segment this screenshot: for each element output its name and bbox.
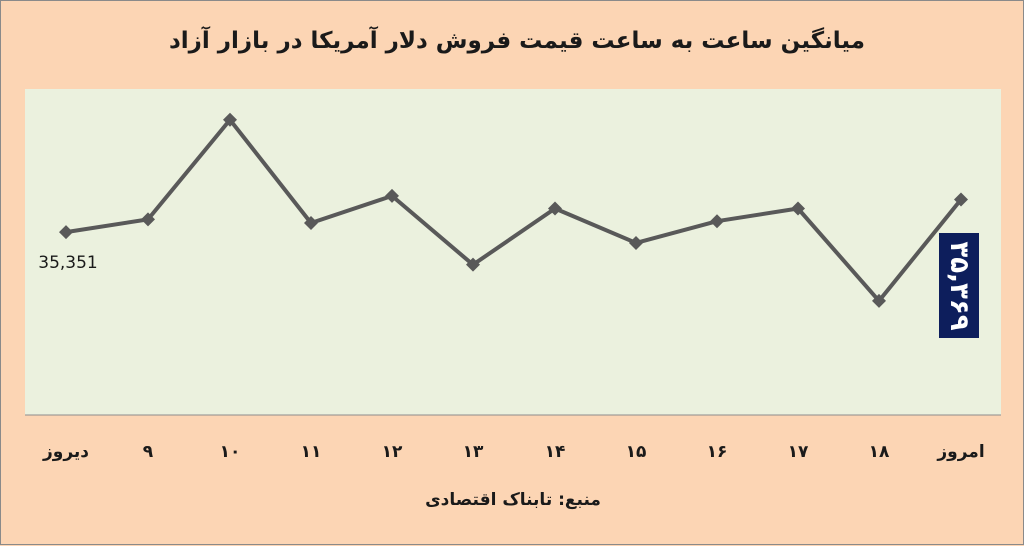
- data-point-marker: [791, 201, 805, 216]
- data-point-marker: [872, 293, 886, 308]
- plot-area: [25, 89, 1001, 415]
- data-point-marker: [59, 225, 73, 240]
- data-point-marker: [141, 212, 155, 227]
- x-tick-label: ۱۵: [626, 442, 647, 462]
- x-axis-ticks: دیروز ۹ ۱۰ ۱۱ ۱۲ ۱۳ ۱۴ ۱۵ ۱۶ ۱۷ ۱۸ امروز: [42, 442, 985, 462]
- x-tick-label: ۱۳: [463, 442, 484, 462]
- source-caption: منبع: تابناک اقتصادی: [425, 490, 601, 510]
- data-point-marker: [304, 216, 318, 231]
- x-tick-label: ۱۶: [707, 442, 728, 462]
- series-line: [65, 117, 963, 303]
- data-point-marker: [385, 188, 399, 203]
- x-tick-label: دیروز: [42, 442, 89, 462]
- x-tick-label: ۹: [143, 442, 154, 462]
- start-value-label: 35,351: [38, 253, 97, 273]
- end-value-label: ۳۵,۳۶۹: [944, 241, 974, 330]
- x-tick-label: ۱۸: [869, 442, 890, 462]
- x-tick-label: ۱۰: [220, 442, 241, 462]
- chart-title: میانگین ساعت به ساعت قیمت فروش دلار آمری…: [169, 25, 865, 54]
- data-point-marker: [548, 201, 562, 216]
- data-point-marker: [629, 235, 643, 250]
- end-value-label-box: [939, 233, 979, 338]
- data-point-marker: [466, 257, 480, 272]
- x-tick-label: ۱۲: [382, 442, 403, 462]
- x-tick-label: ۱۷: [788, 442, 809, 462]
- data-point-marker: [954, 192, 968, 207]
- series-markers: [59, 112, 968, 308]
- data-point-marker: [710, 214, 724, 229]
- x-tick-label: ۱۱: [301, 442, 322, 462]
- x-tick-label: امروز: [936, 442, 984, 462]
- data-point-marker: [223, 112, 237, 127]
- x-tick-label: ۱۴: [545, 442, 566, 462]
